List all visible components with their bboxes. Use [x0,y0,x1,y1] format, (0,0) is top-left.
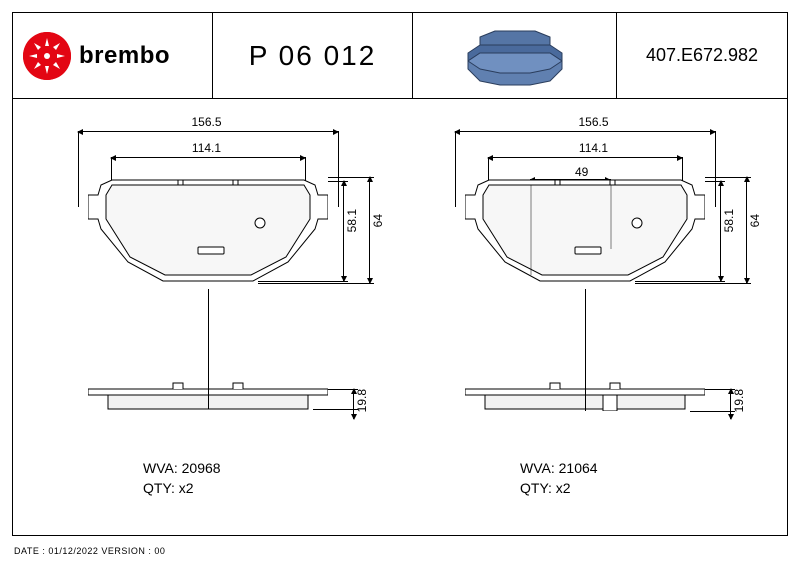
wva-label-r: WVA: [520,460,555,476]
iso-render-cell [413,13,617,98]
dim-h-outer-left: 64 [371,214,385,227]
part-number-cell: P 06 012 [213,13,413,98]
dimline-overall-w-left [78,131,338,132]
dimline-overall-w-right [455,131,715,132]
info-left: WVA: 20968 QTY: x2 [143,459,221,498]
header: brembo P 06 012 407.E672.982 [13,13,787,99]
dim-inner-w-right: 114.1 [400,141,787,155]
drawing-frame: brembo P 06 012 407.E672.982 [12,12,788,536]
drawing-body: 156.5 114.1 [13,99,787,535]
qty-right: x2 [556,480,571,496]
pad-left-group: 156.5 114.1 [13,99,400,535]
dimline-h-inner-left [343,181,344,281]
brake-pad-iso-render [450,21,580,91]
dim-inner-w-left: 114.1 [13,141,400,155]
wva-left: 20968 [182,460,221,476]
wva-right: 21064 [559,460,598,476]
dimline-h-outer-left [369,177,370,283]
dimline-inner-w-left [111,157,305,158]
qty-left: x2 [179,480,194,496]
centerline-left [208,289,209,409]
wva-label: WVA: [143,460,178,476]
qty-label-r: QTY: [520,480,552,496]
brand-name: brembo [79,42,170,70]
part-number: P 06 012 [249,40,377,72]
dim-thk-right: 19.8 [732,389,746,412]
alt-code: 407.E672.982 [646,45,758,66]
brembo-icon [23,32,71,80]
brand-logo-dot [23,32,71,80]
pad-face-left [88,177,328,287]
dimline-thk-left [353,389,354,419]
centerline-right [585,289,586,411]
alt-code-cell: 407.E672.982 [617,13,787,98]
info-right: WVA: 21064 QTY: x2 [520,459,598,498]
dim-overall-w-right: 156.5 [400,115,787,129]
footer-meta: DATE : 01/12/2022 VERSION : 00 [14,546,165,556]
pad-right-group: 156.5 114.1 49 [400,99,787,535]
qty-label: QTY: [143,480,175,496]
dim-h-outer-right: 64 [748,214,762,227]
pad-face-right [465,177,705,287]
dimline-inner-w-right [488,157,682,158]
dim-overall-w-left: 156.5 [13,115,400,129]
brand-cell: brembo [13,13,213,98]
dim-h-inner-right: 58.1 [722,209,736,232]
dim-h-inner-left: 58.1 [345,209,359,232]
